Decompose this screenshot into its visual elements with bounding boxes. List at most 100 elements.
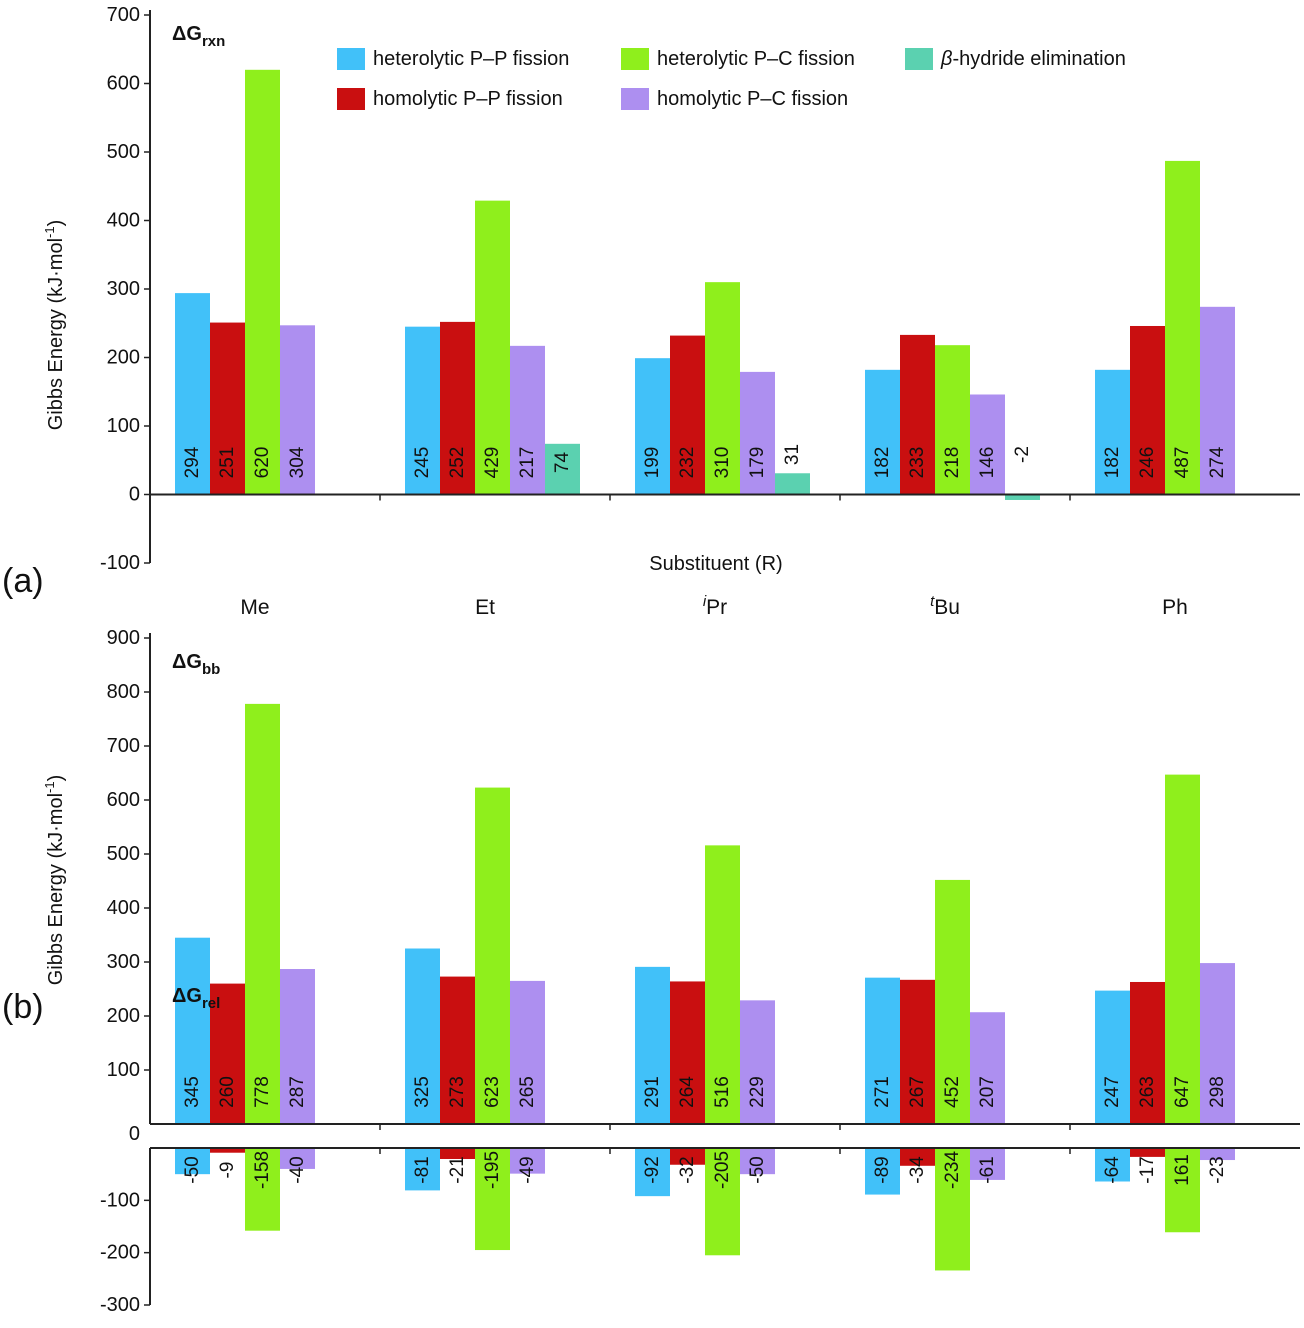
bar-bb-homolytic-p-c-fission-0 bbox=[280, 969, 315, 1124]
bar-rel-homolytic-p-p-fission-0 bbox=[210, 1148, 245, 1153]
bar-rel-heterolytic-p-c-fission-2 bbox=[705, 1148, 740, 1256]
panel-b-y-axis-title: Gibbs Energy (kJ·mol-1) bbox=[42, 775, 67, 986]
bar-bb-homolytic-p-p-fission-2 bbox=[670, 981, 705, 1124]
bar-a-homolytic-p-p-fission-4 bbox=[1130, 325, 1165, 495]
bar-a-homolytic-p-c-fission-0 bbox=[280, 325, 315, 495]
label-rel-heterolytic-p-c-fission-0: -158 bbox=[252, 1151, 273, 1189]
bar-bb-heterolytic-p-p-fission-1 bbox=[405, 948, 440, 1124]
bar-a-homolytic-p-p-fission-0 bbox=[210, 322, 245, 495]
legend-label-heterolytic-p-p-fission: heterolytic P–P fission bbox=[373, 48, 569, 70]
label-a-heterolytic-p-p-fission-2: 199 bbox=[642, 447, 663, 479]
bar-a-heterolytic-p-p-fission-3 bbox=[865, 369, 900, 495]
label-bb-homolytic-p-p-fission-3: 267 bbox=[907, 1076, 928, 1108]
legend-swatch-homolytic-p-p-fission bbox=[337, 88, 365, 110]
panel-a-bars bbox=[175, 69, 1235, 500]
legend-label-homolytic-p-p-fission: homolytic P–P fission bbox=[373, 88, 563, 110]
panel-b-corner-label-rel: ΔGrel bbox=[172, 985, 220, 1012]
label-rel-homolytic-p-c-fission-3: -61 bbox=[977, 1156, 998, 1183]
label-a-hydride-elimination-1: 74 bbox=[552, 452, 573, 474]
label-a-homolytic-p-c-fission-4: 274 bbox=[1207, 446, 1228, 478]
label-rel-homolytic-p-p-fission-0: -9 bbox=[217, 1162, 238, 1179]
legend-label-heterolytic-p-c-fission: heterolytic P–C fission bbox=[657, 48, 855, 70]
label-bb-homolytic-p-c-fission-1: 265 bbox=[517, 1076, 538, 1108]
label-rel-homolytic-p-c-fission-0: -40 bbox=[287, 1156, 308, 1183]
label-bb-heterolytic-p-p-fission-0: 345 bbox=[182, 1076, 203, 1108]
panel-a-axes bbox=[149, 10, 1300, 563]
panel-a-y-ticks: 700 600 500 400 300 200 100 0 -100 bbox=[100, 4, 150, 574]
bar-rel-heterolytic-p-p-fission-4 bbox=[1095, 1148, 1130, 1182]
panel-a-data-labels: 294 245 199 182 182 251 252 232 233 246 620 429 310 2… bbox=[182, 444, 1228, 478]
bar-a-homolytic-p-p-fission-1 bbox=[440, 321, 475, 495]
label-rel-homolytic-p-p-fission-3: -34 bbox=[907, 1156, 928, 1184]
label-rel-heterolytic-p-p-fission-2: -92 bbox=[642, 1156, 663, 1183]
label-rel-heterolytic-p-p-fission-3: -89 bbox=[872, 1156, 893, 1183]
legend: heterolytic P–P fission heterolytic P–C f… bbox=[337, 48, 1126, 110]
bar-bb-homolytic-p-p-fission-3 bbox=[900, 979, 935, 1124]
label-a-homolytic-p-p-fission-2: 232 bbox=[677, 447, 698, 479]
bar-rel-heterolytic-p-p-fission-2 bbox=[635, 1148, 670, 1197]
bar-rel-heterolytic-p-c-fission-0 bbox=[245, 1148, 280, 1231]
label-rel-heterolytic-p-c-fission-2: -205 bbox=[712, 1151, 733, 1189]
bar-rel-homolytic-p-c-fission-4 bbox=[1200, 1148, 1235, 1161]
label-bb-homolytic-p-p-fission-2: 264 bbox=[677, 1076, 698, 1108]
bar-a-homolytic-p-c-fission-1 bbox=[510, 345, 545, 495]
legend-swatch-homolytic-p-c-fission bbox=[621, 88, 649, 110]
label-a-homolytic-p-p-fission-0: 251 bbox=[217, 447, 238, 479]
panel-a-y-tick-label: 200 bbox=[107, 347, 140, 369]
label-a-homolytic-p-p-fission-4: 246 bbox=[1137, 447, 1158, 479]
label-rel-heterolytic-p-c-fission-1: -195 bbox=[482, 1151, 503, 1189]
bar-bb-heterolytic-p-c-fission-0 bbox=[245, 703, 280, 1124]
bar-a-homolytic-p-c-fission-4 bbox=[1200, 306, 1235, 495]
label-bb-homolytic-p-c-fission-2: 229 bbox=[747, 1076, 768, 1108]
bar-a-homolytic-p-c-fission-3 bbox=[970, 394, 1005, 495]
bar-bb-heterolytic-p-c-fission-4 bbox=[1165, 774, 1200, 1124]
bar-a-heterolytic-p-c-fission-4 bbox=[1165, 160, 1200, 495]
label-rel-heterolytic-p-p-fission-1: -81 bbox=[412, 1156, 433, 1183]
label-bb-heterolytic-p-p-fission-4: 247 bbox=[1102, 1076, 1123, 1108]
bar-rel-homolytic-p-c-fission-2 bbox=[740, 1148, 775, 1175]
label-rel-heterolytic-p-p-fission-4: -64 bbox=[1102, 1156, 1123, 1184]
bar-a-hydride-elimination-2 bbox=[775, 473, 810, 495]
bar-a-hydride-elimination-3 bbox=[1005, 494, 1040, 500]
label-a-hydride-elimination-2: 31 bbox=[782, 444, 803, 465]
label-rel-homolytic-p-p-fission-2: -32 bbox=[677, 1156, 698, 1183]
label-rel-homolytic-p-p-fission-1: -21 bbox=[447, 1156, 468, 1183]
category-label-1: Et bbox=[475, 596, 495, 619]
legend-swatch-heterolytic-p-c-fission bbox=[621, 48, 649, 70]
label-bb-homolytic-p-p-fission-4: 263 bbox=[1137, 1076, 1158, 1108]
label-bb-heterolytic-p-c-fission-0: 778 bbox=[252, 1076, 273, 1108]
bar-rel-heterolytic-p-c-fission-3 bbox=[935, 1148, 970, 1271]
panel-b-bars bbox=[175, 703, 1235, 1271]
label-bb-homolytic-p-c-fission-4: 298 bbox=[1207, 1076, 1228, 1108]
bar-bb-heterolytic-p-c-fission-3 bbox=[935, 879, 970, 1124]
panel-b-corner-label-bb: ΔGbb bbox=[172, 651, 220, 678]
label-a-heterolytic-p-p-fission-1: 245 bbox=[412, 447, 433, 479]
label-rel-homolytic-p-c-fission-1: -49 bbox=[517, 1156, 538, 1183]
panel-a-y-tick-label: 400 bbox=[107, 210, 140, 232]
bar-rel-heterolytic-p-c-fission-1 bbox=[475, 1148, 510, 1251]
bar-bb-homolytic-p-c-fission-3 bbox=[970, 1012, 1005, 1124]
panel-b-y-tick-label: -100 bbox=[100, 1189, 140, 1211]
bar-rel-homolytic-p-p-fission-4 bbox=[1130, 1148, 1165, 1157]
panel-b-y-tick-label: 200 bbox=[107, 1005, 140, 1027]
bar-a-hydride-elimination-1 bbox=[545, 443, 580, 495]
bar-bb-homolytic-p-c-fission-4 bbox=[1200, 963, 1235, 1124]
bar-a-heterolytic-p-c-fission-2 bbox=[705, 282, 740, 495]
bar-bb-heterolytic-p-p-fission-4 bbox=[1095, 990, 1130, 1124]
label-rel-homolytic-p-p-fission-4: -17 bbox=[1137, 1156, 1158, 1183]
bar-rel-homolytic-p-c-fission-3 bbox=[970, 1148, 1005, 1180]
panel-b-y-tick-label: -300 bbox=[100, 1294, 140, 1316]
bar-bb-heterolytic-p-p-fission-0 bbox=[175, 937, 210, 1124]
label-bb-homolytic-p-c-fission-3: 207 bbox=[977, 1076, 998, 1108]
label-a-heterolytic-p-p-fission-3: 182 bbox=[872, 447, 893, 479]
panel-b-data-labels: 345 325 291 271 247 260 273 264 267 263 778 623 516 4… bbox=[182, 1076, 1228, 1189]
label-a-heterolytic-p-p-fission-0: 294 bbox=[182, 446, 203, 478]
legend-label-homolytic-p-c-fission: homolytic P–C fission bbox=[657, 88, 848, 110]
panel-a-label: (a) bbox=[2, 562, 44, 600]
panel-b-y-tick-label: 100 bbox=[107, 1059, 140, 1081]
panel-b-axes bbox=[149, 633, 1300, 1305]
label-rel-heterolytic-p-c-fission-4: 161 bbox=[1172, 1154, 1193, 1186]
panel-a-corner-label: ΔGrxn bbox=[172, 23, 225, 50]
bar-a-heterolytic-p-c-fission-1 bbox=[475, 200, 510, 495]
